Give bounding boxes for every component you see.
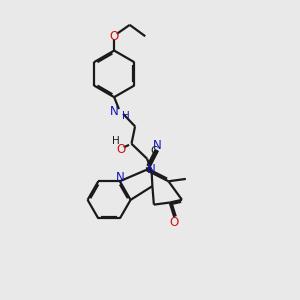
Text: O: O <box>110 30 119 43</box>
Text: H: H <box>122 111 130 121</box>
Text: N: N <box>110 105 118 118</box>
Text: O: O <box>170 216 179 229</box>
Text: O: O <box>116 142 126 156</box>
Text: N: N <box>153 139 161 152</box>
Text: N: N <box>147 163 156 176</box>
Text: H: H <box>112 136 120 146</box>
Text: N: N <box>116 171 124 184</box>
Text: C: C <box>151 146 158 155</box>
